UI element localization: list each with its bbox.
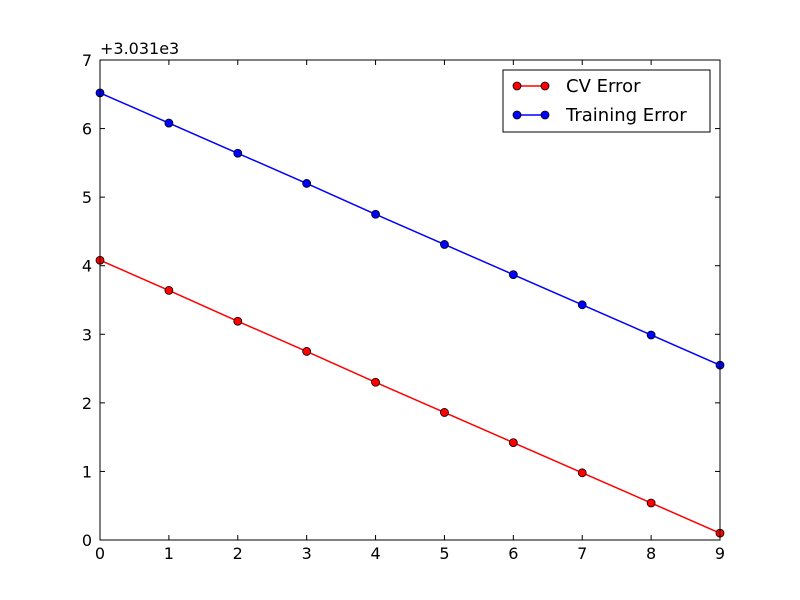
data-point — [577, 468, 587, 478]
y-tick-label: 1 — [82, 462, 92, 481]
legend-label: Training Error — [565, 105, 687, 126]
x-tick-label: 4 — [370, 544, 380, 563]
x-tick-label: 3 — [302, 544, 312, 563]
data-point — [646, 498, 656, 508]
data-point — [508, 270, 518, 280]
y-tick-label: 4 — [82, 257, 92, 276]
plot-area — [100, 60, 720, 540]
legend: CV Error Training Error — [502, 69, 711, 133]
data-point — [164, 285, 174, 295]
legend-marker — [540, 81, 550, 91]
x-tick-label: 0 — [95, 544, 105, 563]
plot-background — [100, 60, 720, 540]
data-point — [646, 330, 656, 340]
legend-box — [502, 69, 711, 133]
axes-frame — [99, 59, 721, 541]
x-tick-label: 9 — [715, 544, 725, 563]
legend-item: CV Error — [512, 76, 641, 97]
x-tick-label: 7 — [577, 544, 587, 563]
legend-label: CV Error — [566, 76, 641, 97]
data-point — [302, 179, 312, 188]
y-tick-label: 0 — [82, 531, 92, 550]
axes-layer: 0 1 2 3 4 5 6 7 8 9 0 1 2 3 4 5 6 7 — [82, 51, 725, 563]
series-0 — [95, 255, 725, 538]
series-line — [99, 92, 721, 366]
legend-marker — [512, 110, 522, 120]
y-tick-label: 5 — [82, 188, 92, 207]
data-point — [371, 209, 380, 219]
data-point — [440, 240, 449, 249]
series-layer — [95, 88, 725, 538]
x-tick-label: 6 — [508, 544, 518, 563]
legend-item: Training Error — [512, 105, 687, 126]
x-tick-label: 5 — [439, 544, 449, 563]
x-tick-label: 1 — [164, 544, 174, 563]
data-point — [164, 118, 174, 128]
legend-marker — [540, 110, 550, 120]
data-point — [233, 316, 243, 326]
data-point — [508, 438, 518, 448]
series-line — [99, 259, 721, 534]
data-point — [302, 347, 312, 356]
data-point — [440, 408, 449, 417]
data-point — [577, 300, 587, 310]
y-axis-offset-label: +3.031e3 — [100, 39, 179, 58]
data-point — [233, 148, 243, 158]
data-point — [371, 377, 380, 387]
x-tick-label: 8 — [646, 544, 656, 563]
y-tick-label: 2 — [82, 394, 92, 413]
y-tick-label: 3 — [82, 325, 92, 344]
x-tick-label: 2 — [233, 544, 243, 563]
y-tick-label: 6 — [82, 120, 92, 139]
y-tick-label: 7 — [82, 51, 92, 70]
legend-marker — [512, 81, 522, 91]
